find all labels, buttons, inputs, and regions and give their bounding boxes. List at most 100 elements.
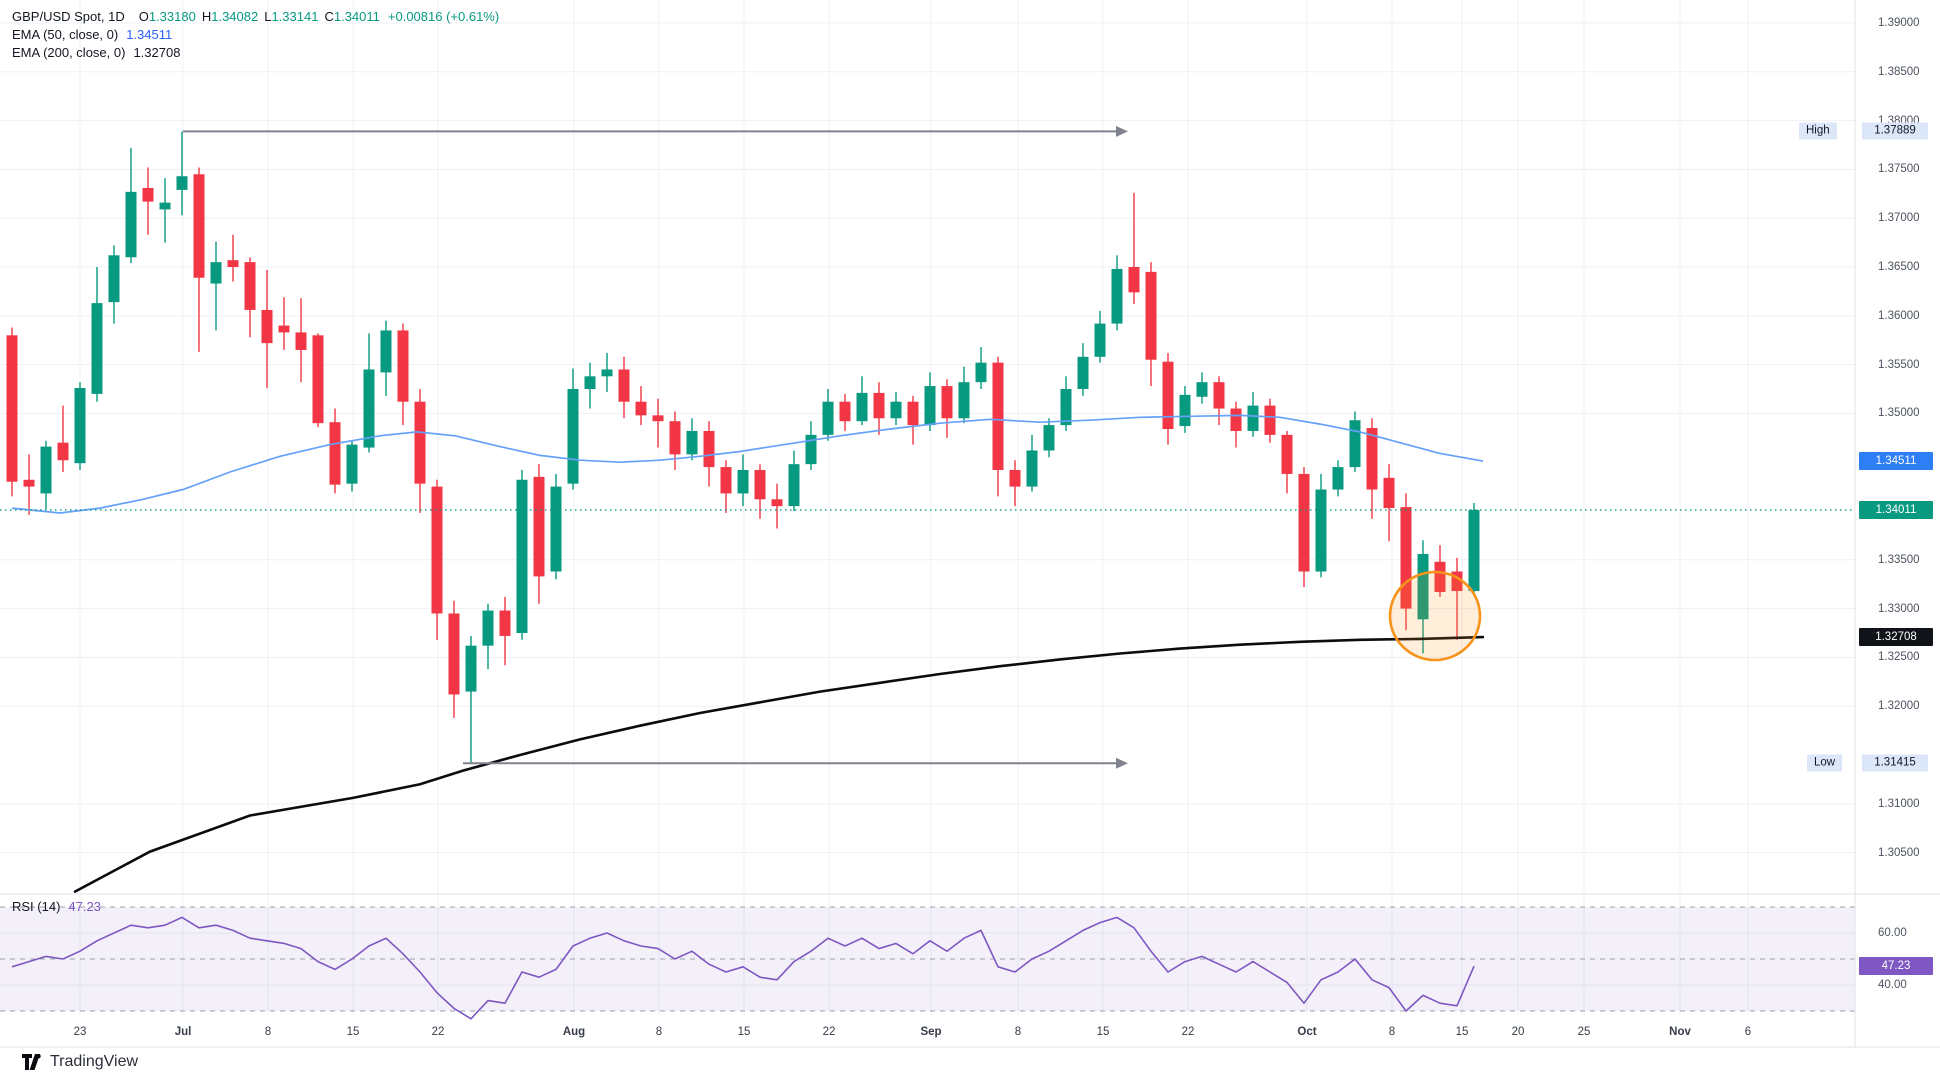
candle-body [1230,408,1242,431]
high-label: H [201,9,212,24]
open-label: O [138,9,149,24]
candle-body [23,479,35,487]
candle-body [1417,553,1429,620]
ema200-value: 1.32708 [133,45,181,60]
candle-body [91,303,103,394]
candle-body [57,442,69,461]
candle-body [397,330,409,402]
highlight-circle[interactable] [1388,570,1482,662]
candle-body [499,610,511,636]
candle-body [771,499,783,507]
candle-body [295,332,307,350]
candle-body [618,369,630,402]
chart-legend: GBP/USD Spot, 1D O1.33180 H1.34082 L1.33141… [12,8,499,62]
candle-body [941,386,953,419]
candle-body [1332,467,1344,490]
candle-body [329,422,341,485]
candle-body [1281,434,1293,474]
candle-body [873,392,885,419]
candle-body [1043,425,1055,451]
candle-body [1179,394,1191,427]
candle-body [516,479,528,633]
candle-body [788,464,800,507]
rsi-legend-row[interactable]: RSI (14) 47.23 [12,899,101,914]
candle-body [805,434,817,465]
candle-body [1468,509,1480,592]
candle-body [1366,428,1378,490]
open-value: 1.33180 [148,9,196,24]
ema200-line[interactable] [73,635,1485,893]
candle-body [550,486,562,572]
candle-body [414,401,426,484]
low-label: L [264,9,272,24]
candle-body [1315,489,1327,572]
rsi-value: 47.23 [68,899,101,914]
symbol-legend-row[interactable]: GBP/USD Spot, 1D O1.33180 H1.34082 L1.33141… [12,8,499,26]
candle-body [822,401,834,435]
candle-body [261,309,273,344]
candle-body [635,401,647,416]
candle-body [1434,561,1446,593]
high-arrow-head [1116,125,1128,137]
candle-body [74,388,86,464]
close-label: C [324,9,334,24]
candle-body [312,335,324,424]
tradingview-logo-icon [22,1054,41,1070]
candle-body [737,470,749,494]
candle-body [1196,382,1208,397]
tradingview-logo-text: TradingView [50,1053,139,1070]
close-value: 1.34011 [333,9,380,24]
candle-body [1077,356,1089,389]
candle-body [125,191,137,258]
candle-body [669,421,681,455]
ema200-legend-row[interactable]: EMA (200, close, 0) 1.32708 [12,44,499,62]
candle-body [6,335,18,482]
candle-body [431,486,443,614]
candle-body [278,325,290,333]
candle-body [482,610,494,646]
candle-body [958,382,970,419]
candle-body [567,389,579,484]
candle-body [380,330,392,373]
candle-body [703,430,715,468]
candle-body [210,262,222,284]
ema200-label: EMA (200, close, 0) [12,45,126,60]
rsi-line[interactable] [11,916,1475,1020]
candle-body [1094,323,1106,357]
candle-body [652,415,664,422]
tradingview-logo[interactable]: TradingView [22,1053,138,1071]
ema50-line[interactable] [11,414,1484,514]
candle-body [346,444,358,484]
candle-body [1060,389,1072,426]
grid-lines [0,0,1855,1015]
candle-body [1247,405,1259,431]
candle-body [1162,361,1174,430]
candle-body [1298,473,1310,572]
candle-body [975,362,987,383]
candle-body [465,645,477,692]
candle-body [890,401,902,419]
candle-body [142,187,154,202]
rsi-band [0,907,1855,1011]
candle-body [1383,477,1395,509]
ema50-legend-row[interactable]: EMA (50, close, 0) 1.34511 [12,26,499,44]
candle-body [1145,271,1157,360]
candle-body [40,446,52,494]
candle-body [584,376,596,389]
candle-body [1009,470,1021,487]
candle-body [1349,420,1361,468]
change-value: +0.00816 (+0.61%) [387,9,500,24]
candle-body [176,176,188,190]
candle-body [686,430,698,455]
candle-body [533,476,545,577]
candle-body [1213,382,1225,409]
candle-body [448,613,460,695]
candle-body [720,467,732,494]
rsi-label: RSI (14) [12,899,61,914]
candles-group [6,131,1480,764]
candle-body [907,401,919,426]
candle-body [992,362,1004,471]
candle-body [363,369,375,448]
